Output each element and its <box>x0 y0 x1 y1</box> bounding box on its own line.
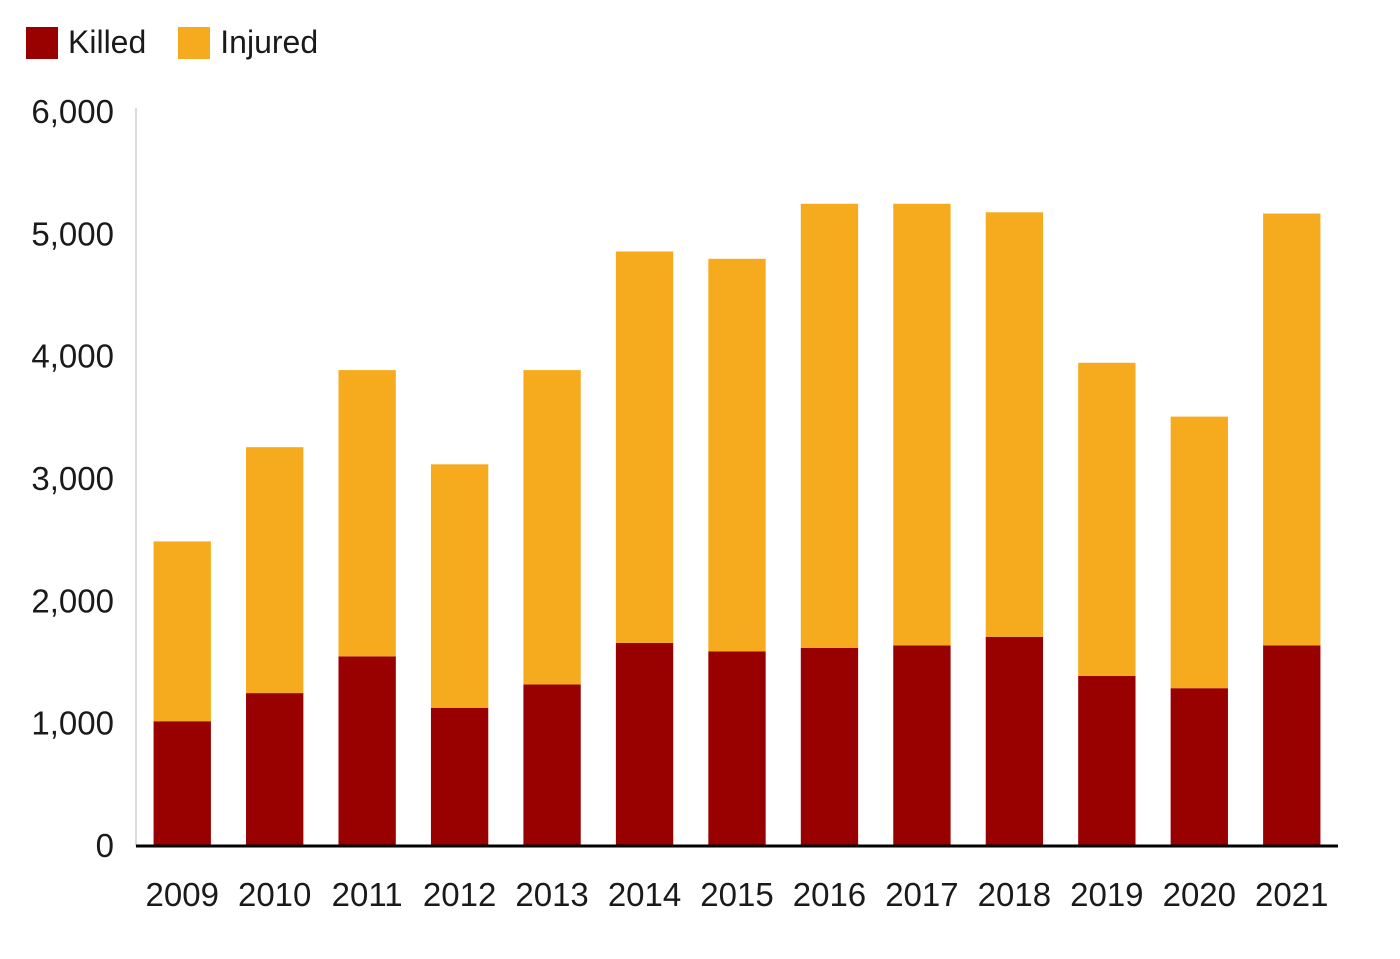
x-tick-label-2017: 2017 <box>885 876 958 913</box>
bar-killed-2019 <box>1078 675 1136 846</box>
bar-injured-2012 <box>430 464 489 708</box>
bar-injured-2010 <box>246 447 304 694</box>
bar-injured-2018 <box>985 212 1044 637</box>
bar-killed-2016 <box>800 647 859 846</box>
x-tick-label-2021: 2021 <box>1255 876 1328 913</box>
x-tick-label-2016: 2016 <box>793 876 866 913</box>
bar-injured-2016 <box>800 203 859 648</box>
bar-injured-2011 <box>338 370 396 657</box>
bar-killed-2017 <box>893 645 951 846</box>
bar-injured-2020 <box>1170 416 1228 689</box>
bar-killed-2011 <box>338 656 396 846</box>
x-tick-label-2013: 2013 <box>515 876 588 913</box>
bar-injured-2014 <box>615 251 674 643</box>
bar-killed-2014 <box>615 642 674 846</box>
x-tick-label-2009: 2009 <box>146 876 219 913</box>
legend: Killed Injured <box>26 24 350 61</box>
bar-killed-2010 <box>246 693 304 846</box>
legend-label-injured: Injured <box>220 24 319 60</box>
x-tick-label-2018: 2018 <box>978 876 1051 913</box>
bars-group <box>153 203 1321 846</box>
bar-killed-2012 <box>430 707 489 846</box>
y-tick-label-3000: 3,000 <box>31 460 114 497</box>
legend-swatch-killed <box>26 26 58 59</box>
y-tick-label-5000: 5,000 <box>31 215 114 252</box>
x-tick-label-2010: 2010 <box>238 876 311 913</box>
bar-killed-2018 <box>985 636 1044 846</box>
legend-item-injured: Injured <box>178 24 318 61</box>
bar-injured-2009 <box>153 541 211 722</box>
y-tick-label-1000: 1,000 <box>31 705 114 742</box>
bar-killed-2013 <box>523 684 581 846</box>
y-tick-label-4000: 4,000 <box>31 338 114 375</box>
bar-injured-2019 <box>1078 362 1136 676</box>
bar-injured-2013 <box>523 370 581 685</box>
bar-injured-2021 <box>1263 213 1321 646</box>
bar-injured-2017 <box>893 203 951 646</box>
bar-killed-2020 <box>1170 688 1228 846</box>
x-tick-label-2011: 2011 <box>332 876 403 913</box>
bar-injured-2015 <box>708 258 766 652</box>
x-tick-label-2019: 2019 <box>1070 876 1143 913</box>
y-tick-label-2000: 2,000 <box>31 582 114 619</box>
x-axis: 2009 2010 2011 2012 2013 2014 2015 2016 2017 2018… <box>136 844 1338 913</box>
x-tick-label-2012: 2012 <box>423 876 496 913</box>
bar-killed-2015 <box>708 651 766 846</box>
bar-killed-2009 <box>153 721 211 846</box>
x-tick-label-2014: 2014 <box>608 876 681 913</box>
y-tick-label-6000: 6,000 <box>31 93 114 130</box>
y-tick-label-0: 0 <box>96 827 114 864</box>
legend-swatch-injured <box>178 26 211 59</box>
x-tick-label-2015: 2015 <box>700 876 773 913</box>
x-tick-label-2020: 2020 <box>1163 876 1236 913</box>
y-axis: 0 1,000 2,000 3,000 4,000 5,000 6,000 <box>31 93 137 864</box>
legend-label-killed: Killed <box>68 24 147 60</box>
bar-killed-2021 <box>1263 645 1321 846</box>
legend-item-killed: Killed <box>26 24 146 61</box>
